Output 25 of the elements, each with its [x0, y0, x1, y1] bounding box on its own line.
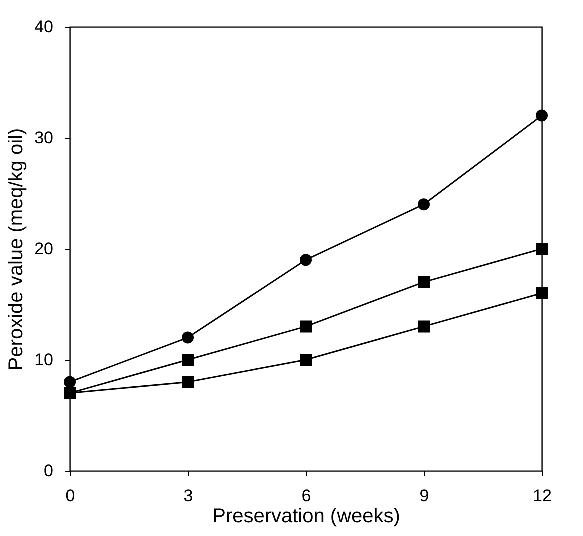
point: [418, 320, 430, 333]
y-tick-label: 0: [44, 462, 54, 480]
point: [300, 354, 312, 366]
point: [182, 332, 194, 344]
point: [536, 110, 548, 122]
point: [64, 376, 76, 388]
x-axis-title: Preservation (weeks): [212, 506, 400, 528]
point: [300, 254, 312, 266]
y-tick-label: 40: [34, 18, 54, 36]
point: [182, 376, 194, 388]
x-tick-label: 0: [66, 486, 76, 506]
y-tick-label: 30: [34, 128, 54, 148]
point: [418, 276, 430, 288]
point: [536, 243, 548, 255]
x-tick-label: 12: [533, 486, 552, 506]
y-tick-label: 10: [34, 350, 54, 370]
point: [418, 198, 430, 211]
point: [182, 354, 194, 366]
point: [300, 320, 312, 333]
y-tick-label: 20: [34, 240, 54, 258]
point: [536, 287, 548, 300]
y-axis-title: Peroxide value (meq/kg oil): [6, 128, 28, 371]
x-tick-label: 9: [420, 486, 430, 506]
x-tick-label: 3: [184, 486, 194, 506]
x-tick-label: 6: [302, 486, 312, 506]
